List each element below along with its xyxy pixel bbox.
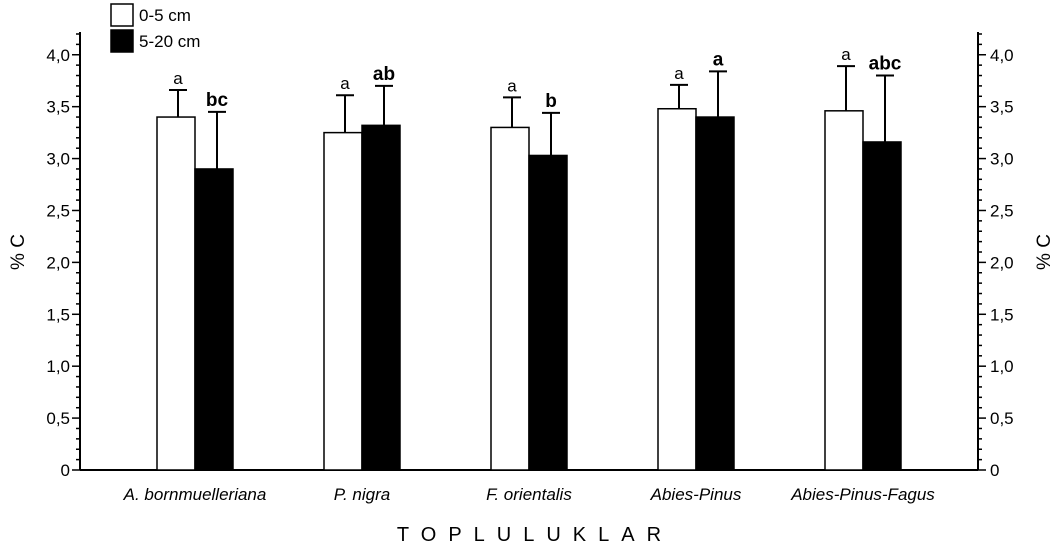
significance-letter: abc xyxy=(869,54,902,75)
y-tick-label-right: 0,5 xyxy=(990,409,1014,428)
y-tick-label-right: 3,0 xyxy=(990,150,1014,169)
bar-0-5cm xyxy=(490,126,530,471)
x-category-label: F. orientalis xyxy=(486,485,572,504)
y-tick-label-left: 4,0 xyxy=(46,46,70,65)
legend-label-0-5cm: 0-5 cm xyxy=(139,6,191,25)
x-category-label: P. nigra xyxy=(334,485,390,504)
significance-letter: b xyxy=(545,91,557,112)
x-category-label: Abies-Pinus xyxy=(650,485,742,504)
bars-group xyxy=(156,65,902,471)
y-tick-label-left: 2,0 xyxy=(46,253,70,272)
bar-0-5cm xyxy=(824,110,864,471)
x-category-label: Abies-Pinus-Fagus xyxy=(790,485,935,504)
x-category-label: A. bornmuelleriana xyxy=(123,485,267,504)
y-axis-title-right: % C xyxy=(1034,234,1055,270)
y-tick-label-left: 0,5 xyxy=(46,409,70,428)
y-tick-label-left: 2,5 xyxy=(46,201,70,220)
significance-letter: a xyxy=(173,69,183,88)
y-tick-label-right: 4,0 xyxy=(990,46,1014,65)
y-tick-label-right: 1,0 xyxy=(990,357,1014,376)
significance-letter: a xyxy=(841,45,851,64)
legend-label-5-20cm: 5-20 cm xyxy=(139,32,200,51)
y-tick-label-left: 1,0 xyxy=(46,357,70,376)
legend-swatch-0-5cm xyxy=(110,3,134,27)
significance-letter: bc xyxy=(206,90,229,111)
y-tick-label-right: 1,5 xyxy=(990,305,1014,324)
y-tick-label-right: 3,5 xyxy=(990,98,1014,117)
labels-group: 0 0 0,5 0,5 1,0 1,0 1,5 1,5 2,0 2,0 2,5 2,5 3,0 3,0 3,… xyxy=(8,45,1055,546)
y-tick-label-left: 0 xyxy=(61,461,70,480)
significance-letter: a xyxy=(507,76,517,95)
bar-5-20cm xyxy=(361,124,401,471)
x-axis-title: TOPLULUKLAR xyxy=(397,524,673,546)
significance-letter: a xyxy=(340,74,350,93)
bar-0-5cm xyxy=(657,107,697,471)
y-tick-label-right: 0 xyxy=(990,461,999,480)
significance-letter: a xyxy=(713,49,724,70)
bar-5-20cm xyxy=(528,154,568,471)
bar-5-20cm xyxy=(862,141,902,471)
y-tick-label-right: 2,5 xyxy=(990,201,1014,220)
y-tick-label-left: 1,5 xyxy=(46,305,70,324)
bar-0-5cm xyxy=(323,131,363,471)
legend: 0-5 cm 5-20 cm xyxy=(110,3,200,53)
significance-letter: ab xyxy=(373,64,395,85)
y-tick-label-left: 3,5 xyxy=(46,98,70,117)
bar-5-20cm xyxy=(695,116,735,471)
y-axis-title-left: % C xyxy=(8,234,29,270)
y-tick-label-left: 3,0 xyxy=(46,150,70,169)
bar-0-5cm xyxy=(156,116,196,471)
bar-5-20cm xyxy=(194,168,234,471)
legend-swatch-5-20cm xyxy=(110,29,134,53)
significance-letter: a xyxy=(674,64,684,83)
y-tick-label-right: 2,0 xyxy=(990,253,1014,272)
